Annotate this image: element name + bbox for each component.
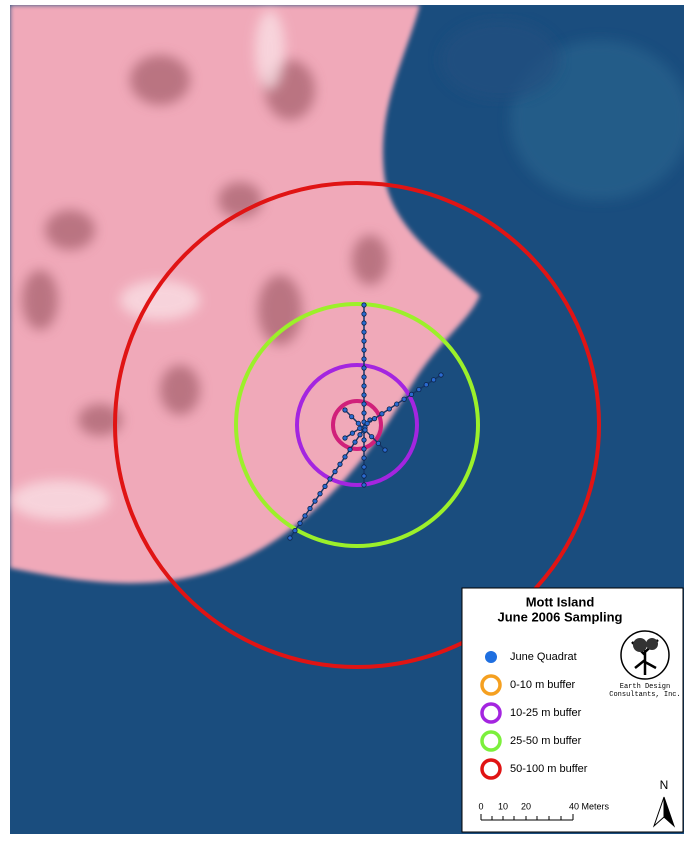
quadrats xyxy=(287,302,444,541)
quadrat xyxy=(337,461,343,467)
quadrat xyxy=(375,440,381,446)
legend-symbol xyxy=(480,730,502,752)
quadrat xyxy=(307,505,313,512)
quadrat xyxy=(347,446,353,453)
ring-50-100 xyxy=(113,181,601,669)
legend-symbol xyxy=(480,674,502,696)
legend-subtitle: June 2006 Sampling xyxy=(498,609,623,624)
quadrat xyxy=(361,338,367,344)
quadrat xyxy=(361,473,367,479)
buffer-rings xyxy=(113,181,601,669)
quadrat xyxy=(361,437,367,443)
quadrat xyxy=(382,447,388,453)
scale-label: 0 xyxy=(478,801,483,811)
quadrat xyxy=(369,434,375,440)
quadrat xyxy=(355,420,361,426)
logo-text: Consultants, Inc. xyxy=(609,691,680,699)
quadrat xyxy=(297,520,303,526)
scale-label: 40 Meters xyxy=(569,801,610,811)
ring-25-50 xyxy=(234,302,480,548)
legend-label: 0-10 m buffer xyxy=(510,679,576,691)
quadrat xyxy=(361,464,367,470)
aerial-image xyxy=(10,5,684,834)
quadrat xyxy=(357,425,363,431)
legend-label: June Quadrat xyxy=(510,651,577,663)
quadrat xyxy=(361,302,367,308)
quadrat xyxy=(361,329,367,335)
scale-label: 20 xyxy=(521,801,531,811)
quadrat xyxy=(357,432,363,438)
quadrat xyxy=(394,401,400,407)
quadrat xyxy=(361,347,367,353)
quadrat xyxy=(342,454,348,460)
quadrat xyxy=(364,420,370,427)
quadrat xyxy=(361,374,367,380)
legend: Mott Island June 2006 Sampling June Quad… xyxy=(461,587,684,833)
legend-label: 25-50 m buffer xyxy=(510,735,582,747)
quadrat xyxy=(386,406,392,412)
legend-label: 10-25 m buffer xyxy=(510,707,582,719)
quadrat xyxy=(361,392,367,398)
quadrat xyxy=(317,491,323,497)
quadrat xyxy=(401,396,407,402)
quadrat xyxy=(361,311,367,317)
quadrat xyxy=(438,372,444,378)
quadrat xyxy=(431,377,437,383)
legend-title: Mott Island xyxy=(526,594,595,609)
quadrat xyxy=(342,407,348,413)
quadrat xyxy=(361,482,367,488)
legend-symbol xyxy=(485,651,497,663)
quadrat xyxy=(327,476,333,482)
quadrat xyxy=(408,391,415,397)
quadrat xyxy=(332,469,338,475)
scale-label: 10 xyxy=(498,801,508,811)
quadrat xyxy=(349,430,355,436)
quadrat xyxy=(423,382,429,388)
quadrat xyxy=(349,414,355,420)
north-arrow: N xyxy=(652,778,676,828)
scale-bar: 0 10 20 40 Meters xyxy=(478,801,610,821)
quadrat xyxy=(292,528,298,534)
quadrat xyxy=(371,416,378,422)
quadrat xyxy=(312,498,318,504)
legend-symbol xyxy=(480,702,502,724)
legend-items: June Quadrat 0-10 m buffer 10-25 m buffer 2… xyxy=(480,651,588,780)
quadrat xyxy=(416,386,422,393)
quadrat xyxy=(361,356,367,362)
ring-10-25 xyxy=(295,363,419,487)
logo: Earth Design Consultants, Inc. xyxy=(609,630,681,699)
logo-text: Earth Design xyxy=(620,683,670,691)
quadrat xyxy=(322,483,328,489)
legend-label: 50-100 m buffer xyxy=(510,763,588,775)
ring-0-10 xyxy=(331,399,383,451)
quadrat xyxy=(361,383,367,389)
quadrat xyxy=(361,455,367,461)
quadrat xyxy=(287,535,293,541)
quadrat xyxy=(361,401,367,407)
quadrat xyxy=(361,365,367,371)
quadrat xyxy=(302,513,308,519)
quadrat xyxy=(342,435,348,441)
quadrat xyxy=(361,410,367,416)
north-label: N xyxy=(660,778,669,792)
quadrat xyxy=(361,446,367,452)
quadrat xyxy=(379,411,385,417)
quadrat xyxy=(352,439,358,445)
legend-symbol xyxy=(480,758,502,780)
quadrat xyxy=(361,320,367,326)
quadrat xyxy=(362,427,368,433)
